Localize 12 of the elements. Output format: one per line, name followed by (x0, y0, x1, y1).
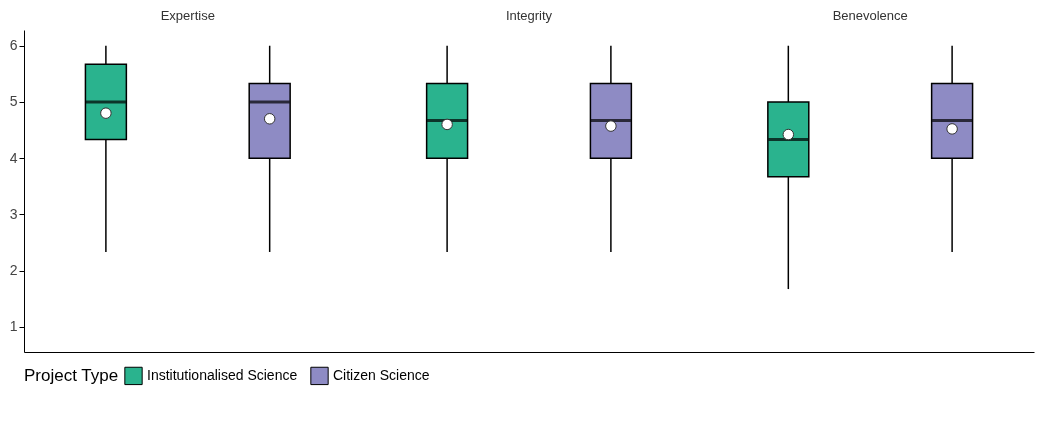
y-tick-label: 6 (9, 37, 18, 54)
x-tick-label: Benevolence (832, 7, 908, 23)
x-tick-label: Expertise (160, 7, 215, 23)
y-tick-label: 4 (9, 149, 18, 166)
x-tick-label: Integrity (505, 7, 553, 23)
y-tick-label: 1 (9, 318, 18, 335)
y-tick-label: 5 (9, 93, 18, 110)
legend-title: Project Type (24, 366, 119, 385)
legend-label: Institutionalised Science (147, 366, 298, 383)
y-tick-label: 3 (9, 205, 18, 222)
legend-label: Citizen Science (333, 366, 430, 383)
y-tick-label: 2 (9, 262, 18, 279)
